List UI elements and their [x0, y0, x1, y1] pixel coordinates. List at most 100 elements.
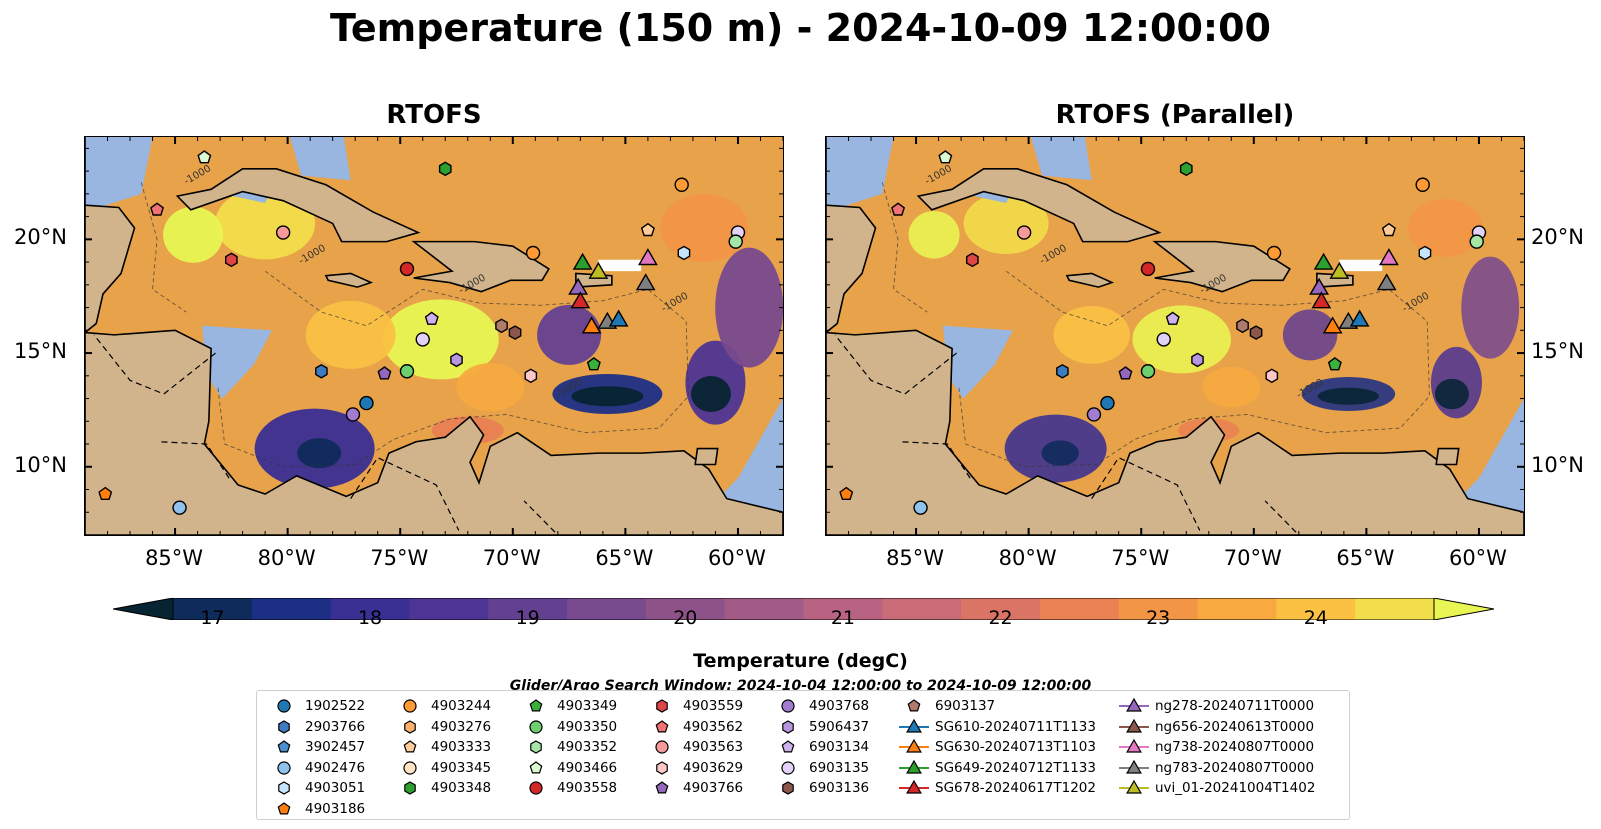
- observation-marker[interactable]: [197, 150, 212, 164]
- observation-marker[interactable]: [524, 368, 538, 384]
- legend-label: 4903276: [431, 718, 492, 735]
- panel-title-rtofs-parallel: RTOFS (Parallel): [1055, 100, 1295, 130]
- legend-label: ng738-20240807T0000: [1155, 739, 1315, 755]
- observation-marker[interactable]: [359, 395, 374, 411]
- circle-icon: [781, 699, 795, 713]
- observation-marker[interactable]: [1327, 357, 1342, 371]
- pentagon-icon: [655, 781, 669, 794]
- observation-marker[interactable]: [1309, 277, 1330, 295]
- colorbar-tick-label: 22: [988, 607, 1013, 629]
- legend-label: 4903348: [431, 780, 492, 796]
- legend-label: 5906437: [809, 718, 870, 735]
- observation-marker[interactable]: [495, 318, 508, 334]
- observation-marker[interactable]: [1311, 291, 1332, 309]
- triangle-icon: [1126, 759, 1142, 774]
- triangle-icon: [906, 738, 922, 753]
- hexagon-icon: [404, 781, 416, 795]
- legend: 1902522 2903766 3902457 4902476 4903051 49031…: [256, 690, 1350, 820]
- observation-marker[interactable]: [1266, 245, 1282, 261]
- legend-label: 4903629: [683, 759, 744, 776]
- observation-marker[interactable]: [450, 352, 463, 368]
- observation-marker[interactable]: [635, 273, 656, 291]
- colorbar-tick-label: 21: [830, 607, 855, 629]
- observation-marker[interactable]: [415, 332, 430, 347]
- observation-marker[interactable]: [570, 291, 591, 309]
- observation-marker[interactable]: [377, 366, 392, 380]
- colorbar: [112, 597, 1495, 621]
- observation-marker[interactable]: [1381, 222, 1396, 237]
- observation-marker[interactable]: [1100, 395, 1115, 411]
- observation-marker[interactable]: [1376, 273, 1397, 291]
- observation-marker[interactable]: [965, 252, 979, 268]
- observation-marker[interactable]: [839, 486, 854, 500]
- observation-marker[interactable]: [1249, 325, 1263, 340]
- lon-tick-label: 60°W: [707, 546, 766, 570]
- observation-marker[interactable]: [508, 325, 522, 340]
- observation-marker[interactable]: [640, 222, 655, 237]
- lon-tick-label: 75°W: [370, 546, 429, 570]
- triangle-icon: [1126, 779, 1142, 794]
- colorbar-tick-label: 17: [200, 607, 225, 629]
- observation-marker[interactable]: [1415, 177, 1430, 192]
- map-panel-rtofs[interactable]: -1000 -1000 -1000 -1000 -1000: [84, 136, 784, 536]
- observation-marker[interactable]: [224, 252, 238, 268]
- observation-marker[interactable]: [1140, 261, 1156, 277]
- observation-marker[interactable]: [345, 407, 361, 422]
- legend-label: 4903350: [557, 718, 618, 735]
- observation-marker[interactable]: [1236, 318, 1249, 334]
- observation-marker[interactable]: [1118, 366, 1133, 380]
- observation-marker[interactable]: [1140, 364, 1156, 379]
- map-panel-rtofs-parallel[interactable]: -1000 -1000 -1000 -1000 -1000: [825, 136, 1525, 536]
- observation-marker[interactable]: [637, 248, 658, 266]
- observation-marker[interactable]: [1156, 332, 1171, 347]
- lon-tick-label: 65°W: [595, 546, 654, 570]
- observation-marker[interactable]: [1349, 309, 1370, 327]
- observation-marker[interactable]: [275, 225, 291, 240]
- observation-marker[interactable]: [1265, 368, 1279, 384]
- observation-marker[interactable]: [1378, 248, 1399, 266]
- observation-marker[interactable]: [891, 202, 906, 216]
- observation-marker[interactable]: [586, 357, 601, 371]
- observation-marker[interactable]: [399, 364, 415, 379]
- observation-marker[interactable]: [581, 316, 602, 334]
- lon-tick-label: 60°W: [1448, 546, 1507, 570]
- observation-marker[interactable]: [1191, 352, 1204, 368]
- observation-marker[interactable]: [150, 202, 165, 216]
- legend-label: ng656-20240613T0000: [1155, 718, 1315, 735]
- observation-marker[interactable]: [1313, 252, 1334, 270]
- map-canvas: -1000-1000-1000-1000-1000: [826, 137, 1524, 535]
- triangle-icon: [1126, 697, 1142, 712]
- observation-marker[interactable]: [172, 500, 187, 515]
- hexagon-icon: [530, 740, 542, 754]
- observation-marker[interactable]: [572, 252, 593, 270]
- observation-marker[interactable]: [677, 245, 691, 261]
- legend-label: 4903333: [431, 739, 492, 755]
- observation-marker[interactable]: [438, 161, 452, 177]
- observation-marker[interactable]: [424, 311, 439, 325]
- observation-marker[interactable]: [1016, 225, 1032, 240]
- observation-marker[interactable]: [1322, 316, 1343, 334]
- observation-marker[interactable]: [1329, 261, 1350, 279]
- observation-marker[interactable]: [1086, 407, 1102, 422]
- observation-marker[interactable]: [1056, 363, 1069, 379]
- legend-label: 6903135: [809, 759, 870, 776]
- legend-label: 4903186: [305, 800, 366, 817]
- colorbar-tick-label: 19: [515, 607, 540, 629]
- observation-marker[interactable]: [525, 245, 541, 261]
- observation-marker[interactable]: [728, 234, 743, 249]
- observation-marker[interactable]: [1418, 245, 1432, 261]
- observation-marker[interactable]: [315, 363, 328, 379]
- observation-marker[interactable]: [674, 177, 689, 192]
- observation-marker[interactable]: [1179, 161, 1193, 177]
- lat-tick-label: 15°N: [1531, 339, 1584, 364]
- observation-marker[interactable]: [608, 309, 629, 327]
- observation-marker[interactable]: [913, 500, 928, 515]
- observation-marker[interactable]: [568, 277, 589, 295]
- observation-marker[interactable]: [938, 150, 953, 164]
- observation-marker[interactable]: [1165, 311, 1180, 325]
- observation-marker[interactable]: [588, 261, 609, 279]
- observation-marker[interactable]: [98, 486, 113, 500]
- observation-marker[interactable]: [399, 261, 415, 277]
- observation-marker[interactable]: [1469, 234, 1484, 249]
- pentagon-icon: [655, 719, 669, 732]
